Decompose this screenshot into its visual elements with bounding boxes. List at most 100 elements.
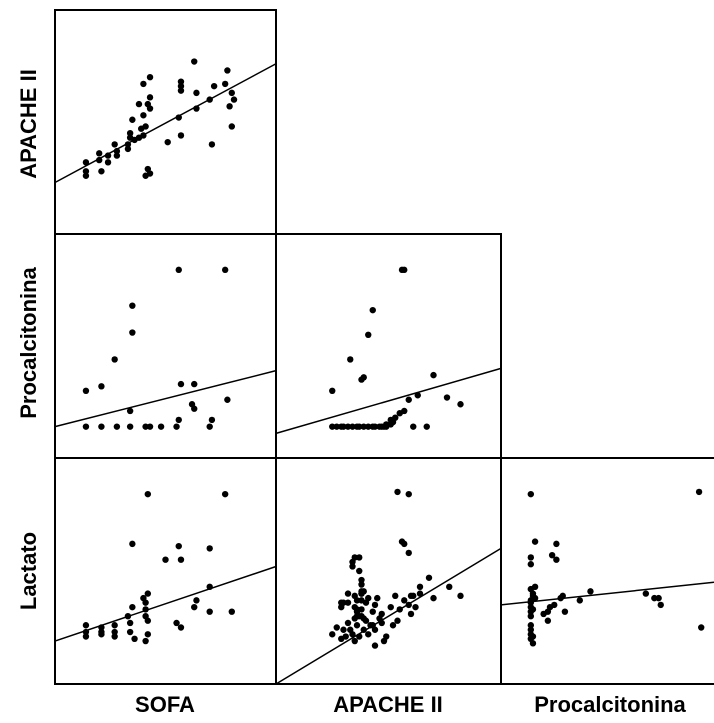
data-point (126, 619, 134, 627)
data-point (347, 356, 354, 363)
fit-line (54, 369, 277, 428)
data-point (175, 416, 182, 424)
data-point (527, 490, 535, 498)
data-point (177, 624, 185, 631)
data-point (144, 631, 152, 638)
data-point (527, 626, 535, 633)
data-point (82, 622, 90, 629)
data-point (98, 168, 105, 175)
data-point (98, 383, 105, 390)
y-axis-label-apache-ii: APACHE II (16, 69, 41, 179)
data-point (173, 619, 180, 627)
data-point (124, 141, 132, 148)
data-point (111, 633, 118, 640)
data-point (210, 82, 218, 90)
data-point (416, 583, 424, 591)
data-point (82, 159, 90, 166)
data-point (349, 563, 356, 570)
data-point (410, 423, 417, 430)
panel-lac-vs-pct (500, 457, 714, 685)
data-point (587, 588, 594, 595)
data-point (140, 112, 147, 119)
data-point (333, 624, 340, 631)
data-point (349, 631, 356, 638)
data-point (356, 567, 363, 575)
data-point (329, 631, 336, 638)
data-point (162, 556, 169, 563)
y-axis-label-lactato: Lactato (16, 532, 41, 610)
data-point (392, 592, 399, 600)
data-point (423, 423, 430, 430)
data-point (111, 356, 118, 363)
data-point (383, 421, 390, 428)
data-point (177, 87, 185, 94)
data-point (135, 100, 143, 108)
points-layer (500, 488, 714, 647)
data-point (82, 387, 90, 394)
data-point (540, 610, 547, 618)
data-point (430, 371, 437, 379)
data-point (224, 67, 231, 74)
data-point (221, 80, 229, 88)
data-point (369, 306, 376, 314)
data-point (228, 89, 235, 97)
data-point (371, 423, 379, 430)
data-point (191, 58, 198, 65)
panel-pct-vs-apache (275, 233, 502, 459)
data-point (551, 601, 558, 609)
data-point (142, 423, 149, 430)
data-point (387, 603, 394, 611)
fit-line (54, 565, 277, 642)
data-point (177, 556, 185, 563)
data-point (430, 594, 437, 602)
panel-frame (54, 457, 277, 685)
x-axis-label-apache-ii: APACHE II (333, 692, 443, 717)
data-point (407, 610, 415, 618)
data-point (208, 141, 216, 148)
data-point (371, 601, 379, 609)
data-point (228, 608, 235, 615)
data-point (655, 594, 662, 602)
data-point (396, 606, 403, 613)
data-point (191, 405, 198, 412)
data-point (104, 159, 112, 166)
x-axis-label-procalcitonina: Procalcitonina (534, 692, 686, 717)
data-point (358, 581, 365, 588)
points-layer (275, 488, 502, 685)
data-point (553, 556, 560, 563)
data-point (126, 407, 134, 415)
data-point (340, 423, 347, 430)
data-point (206, 423, 213, 430)
data-point (392, 414, 399, 421)
data-point (208, 416, 216, 424)
data-point (129, 603, 136, 611)
x-axis-label-sofa: SOFA (135, 692, 195, 717)
data-point (144, 590, 152, 597)
data-point (175, 114, 182, 121)
data-point (82, 633, 90, 640)
points-layer (54, 266, 277, 430)
points-layer (54, 58, 277, 184)
data-point (353, 608, 361, 615)
data-point (131, 635, 138, 642)
data-point (360, 615, 367, 622)
data-point (401, 266, 408, 274)
data-point (224, 396, 231, 403)
data-point (96, 150, 103, 157)
data-point (527, 622, 535, 629)
data-point (360, 423, 367, 430)
data-point (360, 374, 367, 381)
data-point (206, 545, 213, 552)
panel-lac-vs-sofa (54, 457, 277, 685)
data-point (527, 554, 535, 561)
data-point (401, 407, 408, 415)
data-point (344, 590, 352, 597)
data-point (412, 603, 419, 611)
data-point (344, 599, 352, 606)
data-point (351, 637, 358, 645)
data-point (378, 610, 385, 618)
data-point (177, 132, 185, 139)
data-point (529, 633, 537, 640)
data-point (351, 615, 358, 622)
data-point (177, 380, 185, 388)
